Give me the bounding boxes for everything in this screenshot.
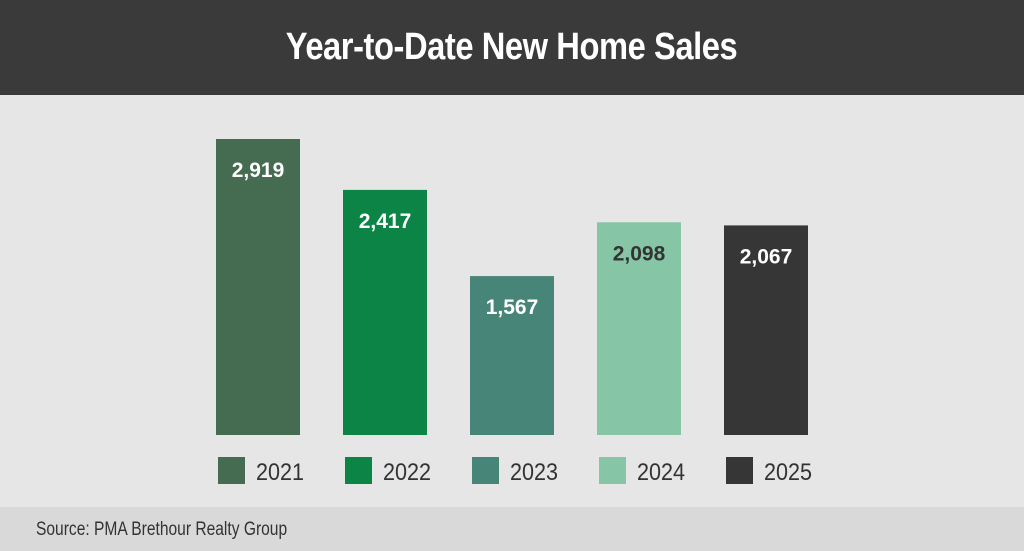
legend-label-2022: 2022: [383, 459, 431, 486]
legend-swatch-2021: [218, 457, 245, 484]
bar-value-label-2024: 2,098: [613, 242, 666, 265]
legend-swatch-2023: [472, 457, 499, 484]
chart-header: Year-to-Date New Home Sales: [0, 0, 1024, 95]
bar-value-label-2021: 2,919: [232, 159, 285, 182]
source-note: Source: PMA Brethour Realty Group: [36, 519, 288, 540]
legend-label-2025: 2025: [764, 459, 812, 486]
legend-label-2024: 2024: [637, 459, 685, 486]
bar-2024: [597, 222, 681, 435]
bar-value-label-2022: 2,417: [359, 210, 412, 233]
footer: Source: PMA Brethour Realty Group: [0, 507, 1024, 551]
legend-swatch-2022: [345, 457, 372, 484]
chart-title: Year-to-Date New Home Sales: [286, 26, 738, 68]
legend-swatch-2025: [726, 457, 753, 484]
bar-2023: [470, 276, 554, 435]
legend-swatch-2024: [599, 457, 626, 484]
chart-area: 2,919 2,417 1,567 2,098 2,067 2021 2022 2023 20…: [0, 95, 1024, 507]
legend: 2021 2022 2023 2024 2025: [218, 457, 812, 486]
bar-2025: [724, 225, 808, 435]
bar-value-label-2023: 1,567: [486, 296, 539, 319]
legend-label-2021: 2021: [256, 459, 304, 486]
bar-2022: [343, 189, 427, 435]
bars-layer: 2,919 2,417 1,567 2,098 2,067: [216, 139, 808, 435]
legend-label-2023: 2023: [510, 459, 558, 486]
bar-2021: [216, 139, 300, 435]
bar-value-label-2025: 2,067: [740, 245, 793, 268]
